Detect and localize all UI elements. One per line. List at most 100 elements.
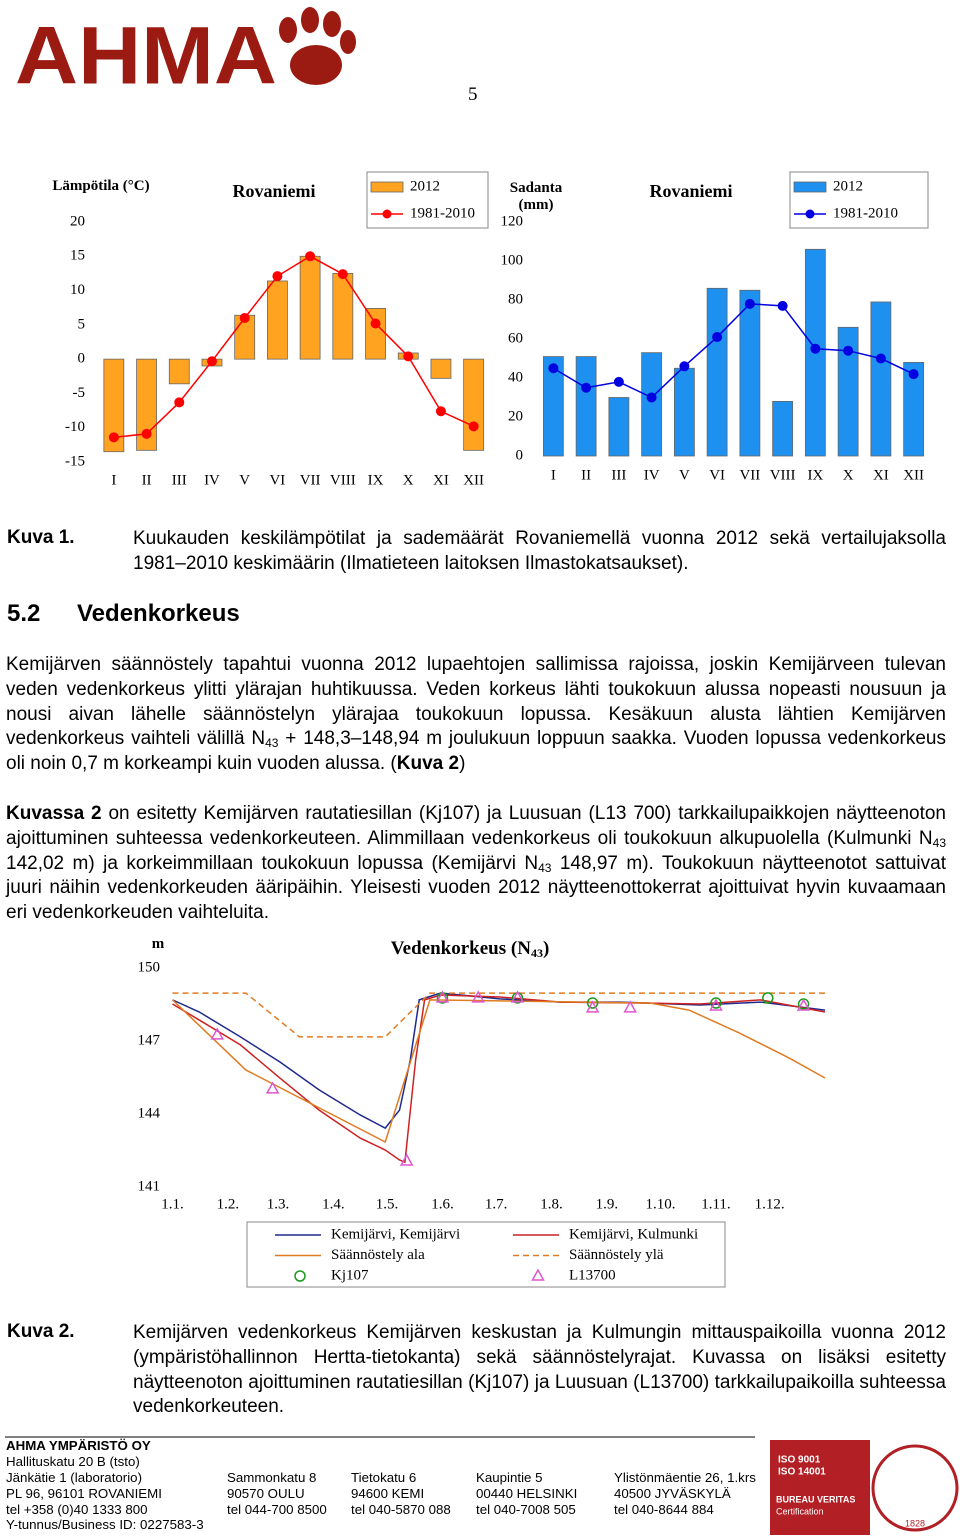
bar [430, 358, 452, 379]
x-tick-label: 1.11. [701, 1196, 730, 1212]
text-run: Kemijärven säännöstely tapahtui vuonna 2… [6, 654, 946, 750]
marker [210, 1027, 224, 1040]
marker [403, 351, 414, 362]
legend-label: Kemijärvi, Kemijärvi [331, 1226, 460, 1242]
cert-name: BUREAU VERITAS [776, 1494, 855, 1504]
legend-marker [531, 1268, 545, 1281]
x-tick-label: 1.8. [540, 1196, 563, 1212]
legend-label: 2012 [833, 178, 863, 194]
title-part: Vedenkorkeus (N [391, 938, 532, 959]
x-tick-label: XI [433, 472, 449, 488]
footer-cell: tel 040-5870 088 [351, 1501, 451, 1517]
y-tick-label: -5 [73, 385, 86, 401]
x-tick-label: III [611, 467, 626, 483]
y-axis-title: m [151, 936, 165, 952]
caption: Kemijärven vedenkorkeus Kemijärven kesku… [133, 1322, 946, 1418]
x-tick-label: 1.6. [431, 1196, 454, 1212]
marker [796, 998, 811, 1011]
line [171, 999, 826, 1144]
text-run: 148,97 m). Toukokuun näytteenotot sattui… [6, 852, 946, 924]
logo-text: AHMA [15, 11, 277, 102]
y-tick-label: 150 [138, 959, 161, 975]
y-tick-label: 40 [508, 369, 523, 385]
x-tick-label: IV [204, 472, 220, 488]
x-tick-label: III [172, 472, 187, 488]
x-tick-label: XII [903, 467, 924, 483]
footer-cell: tel 040-7008 505 [476, 1501, 576, 1517]
x-tick-label: VIII [770, 467, 796, 483]
marker [435, 990, 450, 1003]
x-tick-label: X [843, 467, 854, 483]
legend-label: 2012 [410, 178, 440, 194]
marker [206, 356, 217, 367]
marker [581, 382, 592, 393]
marker [435, 406, 446, 417]
x-tick-label: 1.10. [646, 1196, 676, 1212]
footer-cell: PL 96, 96101 ROVANIEMI [6, 1485, 162, 1501]
marker [468, 421, 479, 432]
x-tick-label: II [142, 472, 152, 488]
bar [136, 358, 157, 451]
marker [239, 313, 250, 323]
marker [810, 343, 821, 354]
footer-company: AHMA YMPÄRISTÖ OY [6, 1438, 151, 1453]
marker [623, 1000, 637, 1013]
marker [762, 992, 774, 1004]
x-tick-label: XI [873, 467, 889, 483]
x-tick-label: 1.3. [267, 1196, 290, 1212]
x-tick-label: VIII [330, 472, 356, 488]
footer-cell: Ylistönmäentie 26, 1.krs [614, 1470, 756, 1485]
marker [399, 1153, 414, 1166]
figure-ref: Kuvassa 2 [6, 803, 102, 824]
marker [265, 1081, 280, 1094]
legend-label: Säännöstely ala [331, 1247, 425, 1263]
x-tick-label: 1.4. [322, 1196, 345, 1212]
subscript: 43 [932, 835, 946, 850]
title-part: 43 [531, 946, 543, 960]
footer-cell: 00440 HELSINKI [476, 1485, 578, 1501]
x-tick-label: I [551, 467, 556, 483]
x-tick-label: VI [709, 467, 725, 483]
legend-label: 1981-2010 [410, 205, 475, 221]
y-tick-label: 0 [78, 351, 86, 367]
footer-cell: Sammonkatu 8 [227, 1470, 317, 1485]
legend-swatch [793, 181, 827, 193]
y-tick-label: 80 [508, 291, 523, 307]
bar [641, 352, 663, 457]
x-tick-label: VII [739, 467, 760, 483]
bar [365, 307, 386, 360]
marker [709, 998, 723, 1011]
cert-badge [770, 1440, 870, 1535]
subscript: 43 [265, 736, 279, 751]
marker [510, 990, 525, 1003]
bar [542, 356, 564, 457]
marker [585, 1000, 600, 1013]
legend-box [246, 1221, 726, 1288]
y-tick-label: 10 [70, 282, 85, 298]
x-tick-label: 1.1. [161, 1196, 184, 1212]
section-number: 5.2 [7, 600, 41, 627]
bar [706, 287, 728, 457]
legend-box [366, 171, 489, 229]
legend-label: Kj107 [331, 1267, 369, 1283]
bar [870, 301, 892, 457]
x-tick-label: I [111, 472, 116, 488]
footer-cell: Tietokatu 6 [351, 1470, 417, 1485]
x-tick-label: 1.9. [596, 1196, 619, 1212]
footer-business-id: Y-tunnus/Business ID: 0227583-3 [6, 1517, 204, 1532]
bar [575, 356, 597, 457]
y-tick-label: 100 [501, 252, 524, 268]
legend-swatch [370, 181, 404, 193]
bar [299, 255, 321, 360]
section-title: Vedenkorkeus [77, 600, 240, 627]
marker [843, 345, 854, 356]
marker [272, 271, 283, 282]
y-tick-label: 20 [70, 213, 85, 229]
marker [744, 298, 755, 309]
text-run: 142,02 m) ja korkeimmillaan toukokuun lo… [6, 852, 539, 874]
page-number: 5 [468, 84, 478, 105]
footer-cell: Jänkätie 1 (laboratorio) [6, 1470, 142, 1485]
marker [586, 997, 599, 1009]
x-tick-label: XII [463, 472, 484, 488]
